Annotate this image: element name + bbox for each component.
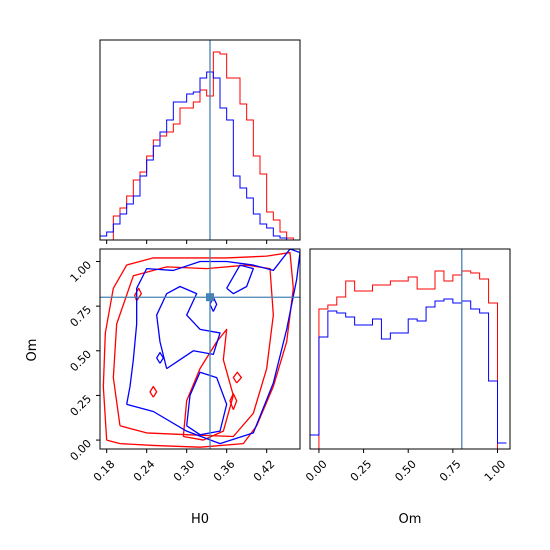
- h0-x-tick-label-1: 0.24: [131, 458, 158, 485]
- contour-line-7: [126, 249, 300, 445]
- contour-line-4: [229, 392, 238, 410]
- om-hist-frame: [309, 248, 511, 450]
- h0-hist-frame: [99, 39, 301, 241]
- om-y-tick-label-1: 0.25: [68, 392, 95, 419]
- om-hist-series-1: [310, 298, 507, 444]
- contour-line-12: [156, 351, 164, 364]
- truth-marker: [206, 293, 214, 302]
- contour-line-1: [112, 264, 274, 438]
- h0-x-tick-label-4: 0.42: [251, 458, 278, 485]
- om-x-tick-label-1: 0.25: [348, 458, 375, 485]
- contour-line-10: [226, 264, 254, 295]
- contour-line-9: [186, 371, 228, 436]
- om-y-tick-label-0: 0.00: [68, 437, 95, 464]
- h0-om-contour-panel: 0.18 0.24 0.30 0.36 0.42 0.00 0.25 0.50 0.75 1.00: [68, 248, 301, 485]
- om-hist-series-group: [310, 270, 507, 449]
- contour-line-5: [149, 385, 158, 398]
- om-hist-series-0: [310, 270, 507, 449]
- om-x-tick-label-4: 1.00: [482, 458, 509, 485]
- contour-line-3: [134, 287, 142, 302]
- contour-frame: [99, 248, 301, 450]
- om-x-tick-label-2: 0.50: [392, 458, 419, 485]
- h0-x-axis-label: H0: [191, 512, 209, 527]
- om-y-tick-label-4: 1.00: [68, 258, 95, 285]
- contour-group: [102, 249, 300, 448]
- h0-hist-series-1: [100, 71, 300, 241]
- om-x-tick-label-0: 0.00: [303, 458, 330, 485]
- h0-x-tick-label-3: 0.36: [211, 458, 238, 485]
- contour-line-2: [182, 328, 234, 441]
- om-y-tick-label-3: 0.75: [68, 303, 95, 330]
- h0-histogram-panel: [99, 39, 301, 244]
- om-y-tick-label-2: 0.50: [68, 348, 95, 375]
- h0-x-tick-label-2: 0.30: [171, 458, 198, 485]
- om-x-tick-label-3: 0.75: [437, 458, 464, 485]
- contour-line-8: [156, 285, 221, 370]
- contour-line-0: [102, 251, 294, 448]
- om-histogram-panel: 0.00 0.25 0.50 0.75 1.00: [303, 248, 511, 485]
- contour-line-6: [232, 371, 242, 384]
- h0-x-tick-label-0: 0.18: [91, 458, 118, 485]
- om-y-axis-label: Om: [25, 339, 40, 362]
- om-x-axis-label: Om: [399, 512, 422, 527]
